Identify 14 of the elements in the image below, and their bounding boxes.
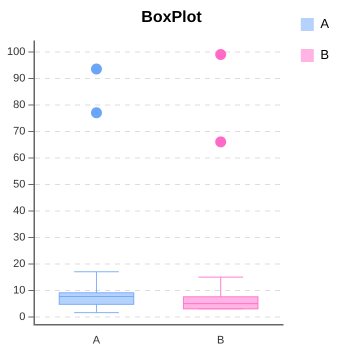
y-tick-label: 70	[13, 125, 26, 138]
y-tick-label: 90	[13, 72, 26, 84]
y-tick-label: 20	[13, 258, 26, 270]
legend-label: B	[320, 47, 329, 62]
y-tick-label: 50	[13, 178, 26, 190]
y-tick-label: 10	[13, 284, 26, 296]
legend-label: A	[320, 16, 330, 32]
y-tick-label: 80	[13, 98, 26, 111]
y-tick-label: 60	[13, 152, 26, 164]
y-tick-label: 0	[19, 310, 26, 323]
chart-title: BoxPlot	[141, 9, 202, 26]
y-tick-label: 100	[6, 46, 26, 58]
y-tick-label: 40	[13, 204, 26, 217]
y-tick-label: 30	[13, 231, 26, 244]
